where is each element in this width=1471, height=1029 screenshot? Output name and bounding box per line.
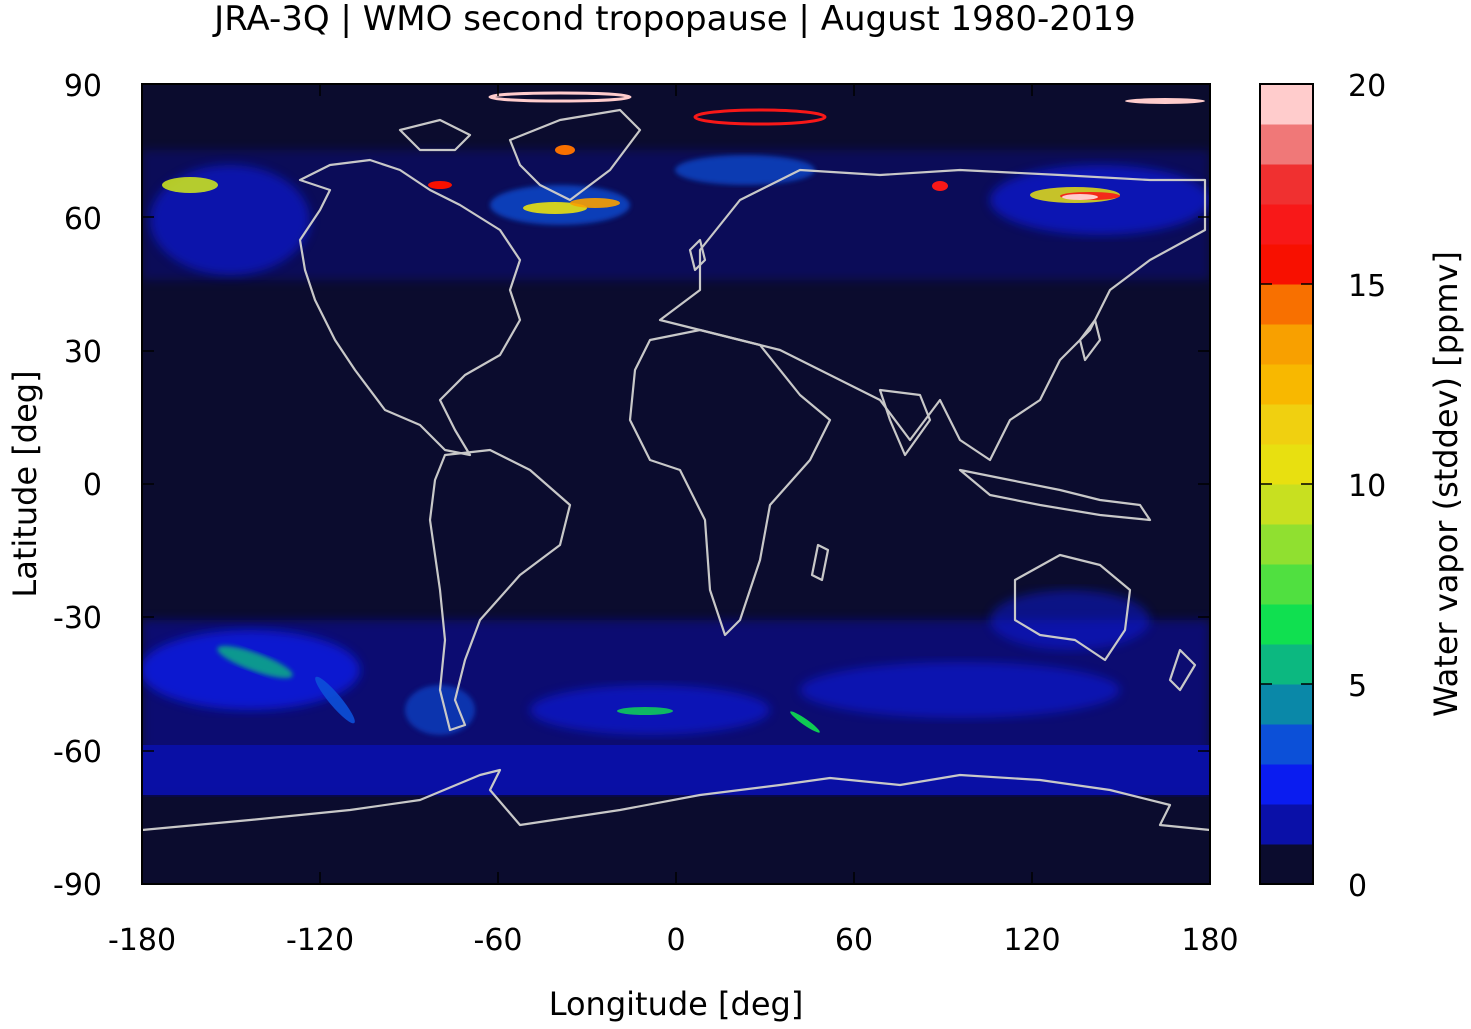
colorbar: 20 15 10 5 0 Water vapor (stddev) [ppmv]	[1259, 69, 1465, 904]
colorbar-bin	[1260, 484, 1313, 525]
y-axis-label: Latitude [deg]	[6, 370, 44, 597]
colorbar-bin	[1260, 364, 1313, 405]
y-tick-label: -60	[53, 735, 102, 770]
colorbar-bin	[1260, 124, 1313, 165]
colorbar-bin	[1260, 804, 1313, 845]
y-tick-label: -90	[53, 868, 102, 903]
indian-ocean-feature	[800, 662, 1120, 718]
coast-greenland	[508, 108, 642, 202]
coast-arctic-islands	[398, 118, 472, 152]
colorbar-bin	[1260, 524, 1313, 565]
colorbar-bin	[1260, 764, 1313, 805]
australia-feature	[990, 590, 1150, 650]
colorbar-bin	[1260, 404, 1313, 445]
coast-australia	[1013, 553, 1132, 662]
arctic-pink-streak	[1125, 98, 1205, 104]
north-atlantic-orange	[570, 198, 620, 208]
colorbar-bin	[1260, 724, 1313, 765]
y-tick-label: 0	[83, 468, 102, 503]
colorbar-tick-label: 5	[1348, 669, 1367, 704]
y-tick-label: 60	[64, 202, 102, 237]
alaska-yellow-feature	[162, 177, 218, 193]
colorbar-tick-label: 20	[1348, 69, 1386, 104]
colorbar-tick-label: 10	[1348, 469, 1386, 504]
southern-band-inner	[142, 745, 1210, 795]
coastlines	[142, 108, 1210, 832]
x-tick-label: 180	[1181, 923, 1238, 958]
colorbar-tick-label: 15	[1348, 269, 1386, 304]
colorbar-bin	[1260, 604, 1313, 645]
canada-red	[428, 181, 452, 189]
east-siberia-red	[932, 181, 948, 191]
colorbar-label: Water vapor (stddev) [ppmv]	[1427, 251, 1465, 717]
south-pacific-green-streak	[217, 645, 293, 679]
x-tick-label: -60	[474, 923, 523, 958]
far-south-dark-band	[142, 797, 1210, 884]
colorbar-ticks	[1260, 283, 1313, 685]
colorbar-bin	[1260, 204, 1313, 245]
colorbar-tick-label: 0	[1348, 869, 1367, 904]
coast-antarctica	[142, 768, 1210, 832]
colorbar-bin	[1260, 324, 1313, 365]
south-america-tip-feature	[405, 685, 475, 735]
x-tick-label: -120	[286, 923, 354, 958]
colorbar-bin	[1260, 84, 1313, 125]
colorbar-bin	[1260, 164, 1313, 205]
colorbar-bin	[1260, 284, 1313, 325]
colorbar-bin	[1260, 444, 1313, 485]
siberia-pink-feature	[1062, 194, 1098, 200]
colorbar-bin	[1260, 564, 1313, 605]
x-tick-label: 60	[835, 923, 873, 958]
coast-indonesia	[958, 468, 1152, 522]
indian-ocean-green-streak	[790, 711, 820, 733]
map-frame	[141, 83, 1211, 885]
y-tick-label: 30	[64, 335, 102, 370]
colorbar-bin	[1260, 684, 1313, 725]
x-tick-label: 0	[666, 923, 685, 958]
south-pacific-streak-2	[315, 676, 355, 724]
y-tick-label: 90	[64, 69, 102, 104]
colorbar-bin	[1260, 844, 1313, 885]
coast-india	[878, 388, 932, 457]
coast-south-america	[428, 448, 572, 732]
y-tick-label: -30	[53, 601, 102, 636]
colorbar-bin	[1260, 644, 1313, 685]
water-vapor-field	[142, 91, 1210, 884]
chart-title: JRA-3Q | WMO second tropopause | August …	[212, 0, 1136, 39]
x-axis-label: Longitude [deg]	[549, 985, 804, 1023]
canada-orange	[555, 145, 575, 155]
arctic-pink-ring	[488, 91, 632, 103]
coast-japan	[1078, 318, 1102, 362]
north-atlantic-yellow	[523, 202, 587, 214]
colorbar-bin	[1260, 244, 1313, 285]
arctic-red-ring	[693, 108, 827, 126]
coast-new-zealand	[1168, 648, 1197, 692]
south-atlantic-green-streak	[617, 707, 673, 715]
coast-uk	[688, 238, 707, 272]
coast-eurasia	[658, 168, 1207, 462]
coast-north-america	[298, 158, 522, 457]
map-plot-area	[141, 83, 1211, 885]
x-tick-label: 120	[1003, 923, 1060, 958]
x-tick-label: -180	[108, 923, 176, 958]
coast-madagascar	[810, 543, 830, 582]
scandinavia-feature	[675, 155, 815, 185]
coast-africa	[628, 328, 832, 637]
x-axis: -180 -120 -60 0 60 120 180 Longitude [de…	[108, 923, 1239, 1023]
colorbar-bins	[1260, 84, 1313, 885]
y-axis: 90 60 30 0 -30 -60 -90 Latitude [deg]	[6, 69, 102, 903]
